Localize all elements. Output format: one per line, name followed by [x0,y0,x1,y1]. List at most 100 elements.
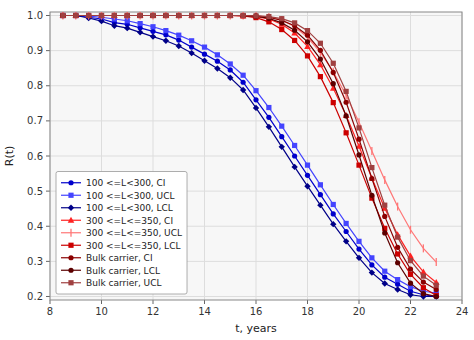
point [189,38,194,43]
point [395,251,400,256]
point [176,13,181,18]
point [395,235,400,240]
point [215,13,220,18]
point [331,70,336,75]
grid-line [50,120,462,121]
tick-label: 18 [301,306,314,317]
series-line [63,16,436,297]
point [421,285,426,290]
data [60,12,440,300]
point [369,262,374,267]
point [279,144,285,150]
point [214,12,221,18]
point [241,73,246,78]
point [241,13,246,18]
point [189,13,194,18]
point [421,291,426,296]
point [150,33,156,39]
grid-line [50,156,462,157]
point [331,202,336,207]
legend-label: 300 <=L<=350, UCL [86,228,182,238]
point [266,115,271,120]
point [407,292,413,298]
series-line [63,16,436,263]
point [344,221,349,226]
point [137,12,144,18]
legend-label: 300 <=L<=350, LCL [86,241,180,251]
point [253,14,258,19]
point [150,13,155,18]
point [73,13,78,18]
point [215,59,220,64]
series [63,12,436,266]
point [150,13,155,18]
legend-marker [68,205,74,211]
point [241,80,246,85]
point [395,245,400,250]
tick-label: 24 [456,306,469,317]
tick-mark [46,296,50,297]
tick-label: 22 [404,306,417,317]
series [60,12,440,299]
point [176,33,181,38]
point [423,244,424,252]
point [330,221,336,227]
tick-mark [410,300,411,304]
point [292,28,297,33]
tick-label: 0.7 [27,115,43,126]
tick-mark [256,300,257,304]
point [176,43,182,49]
tick-label: 20 [353,306,366,317]
point [382,214,387,219]
legend-marker [68,243,73,248]
legend-marker [68,193,73,198]
point [382,280,388,286]
point [436,258,437,266]
point [318,56,323,61]
point [60,13,65,18]
point [125,13,130,18]
legend-marker [68,180,73,185]
point [408,266,413,271]
point [292,20,297,25]
series [60,13,439,298]
point [369,255,374,260]
tick-label: 1.0 [27,10,43,21]
point [138,13,143,18]
point [163,12,170,18]
point [163,13,168,18]
legend-marker [68,255,73,260]
point [189,13,194,18]
point [60,13,65,18]
point [150,24,155,29]
legend-label: Bulk carrier, LCL [86,266,160,276]
series-line [63,16,436,296]
point [138,21,143,26]
point [215,13,220,18]
point [112,13,117,18]
point [60,12,67,18]
point [266,105,271,110]
point [163,13,168,18]
point [395,260,400,265]
point [188,50,194,56]
point [228,13,233,18]
x-axis-label: t, years [235,322,277,335]
point [188,12,195,18]
point [318,182,323,187]
point [202,13,207,18]
tick-mark [101,300,102,304]
point [356,152,361,157]
point [201,58,207,64]
grid-line [50,85,462,86]
point [214,65,220,71]
legend-label: Bulk carrier, CI [86,253,153,263]
point [60,12,66,18]
point [189,45,194,50]
tick-mark [46,226,50,227]
point [241,13,246,18]
point [227,12,234,18]
point [304,183,310,189]
point [266,124,272,130]
series-line [63,16,436,286]
